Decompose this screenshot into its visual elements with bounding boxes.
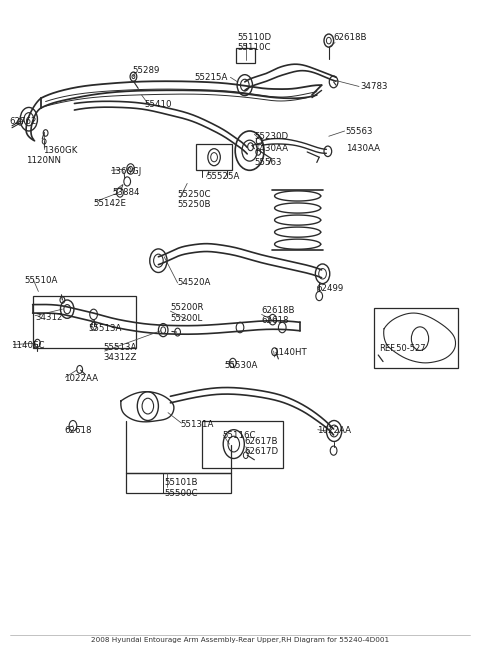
Text: 55563: 55563 [346,126,373,136]
Text: 2008 Hyundai Entourage Arm Assembly-Rear Upper,RH Diagram for 55240-4D001: 2008 Hyundai Entourage Arm Assembly-Rear… [91,637,389,643]
Text: 1430AA: 1430AA [254,144,288,153]
Bar [126,473,231,493]
Text: 1430AA: 1430AA [346,144,380,153]
Text: REF.50-527: REF.50-527 [379,344,426,353]
Text: 55110D
55110C: 55110D 55110C [237,33,272,52]
Text: 54520A: 54520A [178,278,211,288]
Text: 55289: 55289 [132,66,159,75]
Bar [196,144,232,170]
Text: 55510A: 55510A [24,276,58,285]
Text: 1360GJ: 1360GJ [110,167,142,176]
Text: 55513A
34312Z: 55513A 34312Z [103,343,137,362]
Text: 62617B
62617D: 62617B 62617D [245,437,279,457]
Text: 34312: 34312 [35,312,62,322]
Text: 55101B
55500C: 55101B 55500C [164,478,198,498]
Text: 62499: 62499 [317,284,344,293]
Bar [236,48,255,63]
Text: 1140EC: 1140EC [11,341,44,350]
Text: 1022AA: 1022AA [64,374,98,383]
Text: 55525A: 55525A [206,172,240,181]
Bar [374,308,458,368]
Text: 34783: 34783 [360,82,387,91]
Text: 55250C
55250B: 55250C 55250B [178,190,211,210]
Text: 1360GK: 1360GK [43,146,78,155]
Text: 1140HT: 1140HT [273,348,306,357]
Text: 55410: 55410 [144,100,171,109]
Text: 53884: 53884 [113,188,140,197]
Text: 55116C: 55116C [222,431,256,440]
Text: 1022AA: 1022AA [317,426,351,436]
Text: 55530A: 55530A [225,361,258,370]
Text: 55200R
55200L: 55200R 55200L [170,303,204,323]
Text: 55142E: 55142E [94,198,127,208]
Text: 62762: 62762 [10,117,37,126]
Text: 55230D: 55230D [254,132,288,141]
Bar [33,296,136,348]
Text: 62618: 62618 [65,426,92,436]
Text: 55215A: 55215A [194,73,228,82]
Text: 62618B: 62618B [334,33,367,43]
Text: 1120NN: 1120NN [26,156,61,165]
Text: 55513A: 55513A [89,324,122,333]
Text: 55131A: 55131A [180,420,214,429]
Bar [202,421,283,468]
Text: 62618B
62618: 62618B 62618 [262,306,295,326]
Text: 55563: 55563 [254,158,282,167]
